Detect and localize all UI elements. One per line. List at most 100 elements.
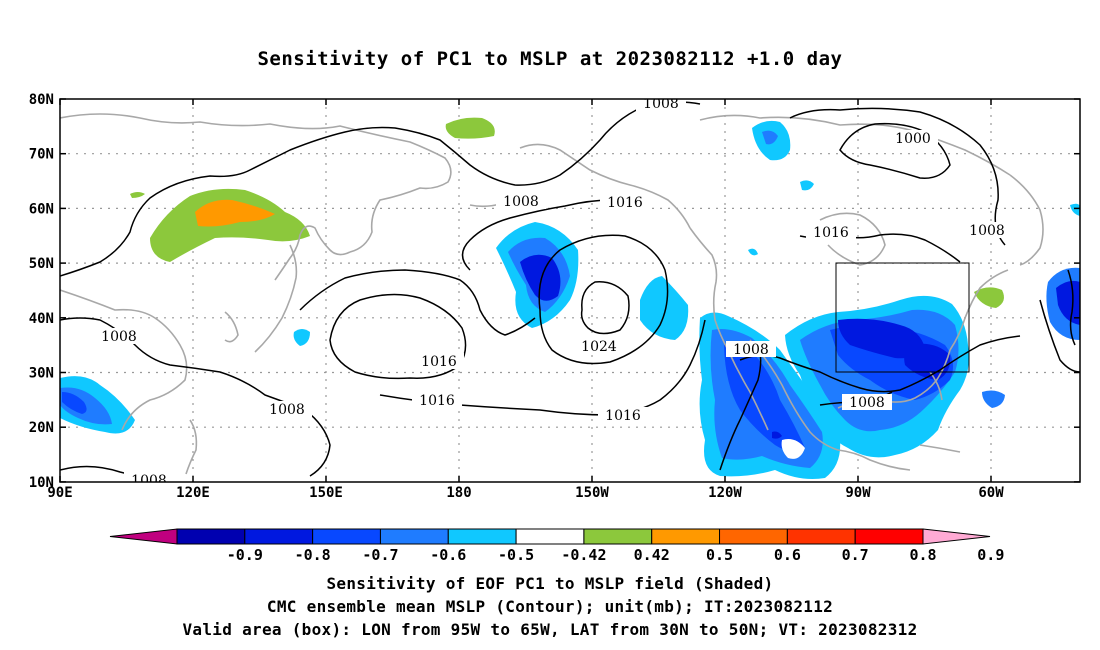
isobar-low-east [1067,269,1076,346]
contour-label: 1008 [269,402,305,418]
colorbar-swatch [786,528,856,545]
contour-label: 1008 [849,395,885,411]
shade-mexico-core2 [772,431,782,439]
colorbar: -0.9 -0.8 -0.7 -0.6 -0.5 -0.42 0.42 0.5 0.6 0.7 0.… [109,528,1004,564]
colorbar-min-triangle [109,528,178,545]
colorbar-swatch [176,528,246,545]
isobar-1016-east-pac [538,234,669,365]
y-tick-label: 30N [29,366,54,382]
shade-bahamas [982,390,1005,408]
contour-label: 1008 [733,342,769,358]
coast-greenland [1009,174,1044,266]
caption-line-2: CMC ensemble mean MSLP (Contour); unit(m… [266,597,834,616]
colorbar-label: -0.9 [227,546,263,564]
colorbar-swatch [651,528,721,545]
contour-label: 1008 [643,96,679,112]
isobars [60,101,1080,482]
coast-mexico [749,339,911,471]
colorbar-label: -0.7 [362,546,398,564]
colorbar-label: -0.5 [498,546,534,564]
contour-label: 1008 [131,473,167,489]
coast-alaska [519,143,691,229]
valid-area-box [835,262,970,373]
shade-pac-dark [520,254,561,301]
isobar-1008-west [60,317,331,477]
shade-westpac-core [62,392,87,414]
shade-ns-green [974,287,1004,308]
y-tick-label: 60N [29,201,54,217]
shade-bering-green [445,117,495,139]
contour-label: 1000 [895,131,931,147]
coast-hudson [819,212,886,266]
y-tick-label: 70N [29,147,54,163]
x-tick-label: 150E [309,485,343,501]
contour-labels: 1008 1000 1016 1008 1008 1016 1024 1016 … [94,96,1012,489]
x-tick-label: 90E [47,485,72,501]
coast-japan [254,244,298,353]
colorbar-label: -0.6 [430,546,466,564]
isobar-1008-conus [739,335,1021,393]
isobar-1008-north-pacific [60,101,701,277]
contour-label: 1016 [605,408,641,424]
shaded-regions [60,117,1080,479]
x-tick-label: 180 [446,485,471,501]
map-title: Sensitivity of PC1 to MSLP at 2023082112… [257,48,843,70]
y-tick-label: 10N [29,475,54,491]
contour-label: 1024 [581,339,617,355]
coast-baja [727,349,769,431]
shade-mexico-core [781,439,805,459]
colorbar-swatch [379,528,449,545]
colorbar-max-triangle [922,528,991,545]
colorbar-label: 0.42 [634,546,670,564]
colorbar-label: 0.8 [909,546,936,564]
x-tick-label: 90W [845,485,871,501]
shade-siberia-orange [195,199,275,227]
contour-label: 1016 [607,195,643,211]
colorbar-swatch [244,528,314,545]
colorbar-label: -0.42 [561,546,606,564]
map-axes: 90E 120E 150E 180 150W 120W 90W 60W 80N 70N 60N 50N… [29,92,1080,501]
x-tick-label: 120E [176,485,210,501]
isobar-1008-mexico [719,351,762,471]
shade-canada-north-dark [762,130,778,145]
isobar-1016-big [299,269,536,336]
contour-label: 1016 [421,354,457,370]
x-tick-label: 150W [575,485,609,501]
colorbar-label: 0.6 [774,546,801,564]
colorbar-swatch [515,528,585,545]
colorbar-label: 0.9 [977,546,1004,564]
contour-label: 1008 [101,329,137,345]
isobar-1024-high [580,281,630,335]
contour-label: 1016 [813,225,849,241]
contour-label: 1016 [419,393,455,409]
coast-east-us [949,269,1009,351]
map-frame [59,98,1081,483]
coast-cuba [919,444,961,453]
contour-label: 1008 [503,194,539,210]
shade-hudson [800,180,814,191]
coast-bc [689,227,729,351]
colorbar-swatch [719,528,788,545]
colorbar-label: -0.8 [295,546,331,564]
colorbar-label: 0.5 [706,546,733,564]
coastlines [60,113,1044,475]
shade-eus-core [838,318,925,359]
y-tick-label: 40N [29,311,54,327]
caption-line-3: Valid area (box): LON from 95W to 65W, L… [182,620,918,639]
shade-blob-140w [640,276,689,340]
colorbar-swatch [312,528,381,545]
isobar-1008-atlantic [1039,299,1080,373]
shade-blob-145e [293,329,310,346]
shade-atl-small [1070,203,1080,216]
colorbar-swatch [583,528,653,545]
coast-philippines [185,419,198,475]
isobar-1016-west-pac [329,293,467,380]
isobar-1008-canada [789,107,1006,246]
shade-bc-coast [748,248,758,256]
shade-mexico-dark [724,343,805,451]
caption-line-1: Sensitivity of EOF PC1 to MSLP field (Sh… [326,574,774,593]
y-tick-label: 50N [29,256,54,272]
isobar-1000-greenland [839,122,951,179]
x-tick-label: 60W [978,485,1004,501]
y-tick-label: 20N [29,420,54,436]
